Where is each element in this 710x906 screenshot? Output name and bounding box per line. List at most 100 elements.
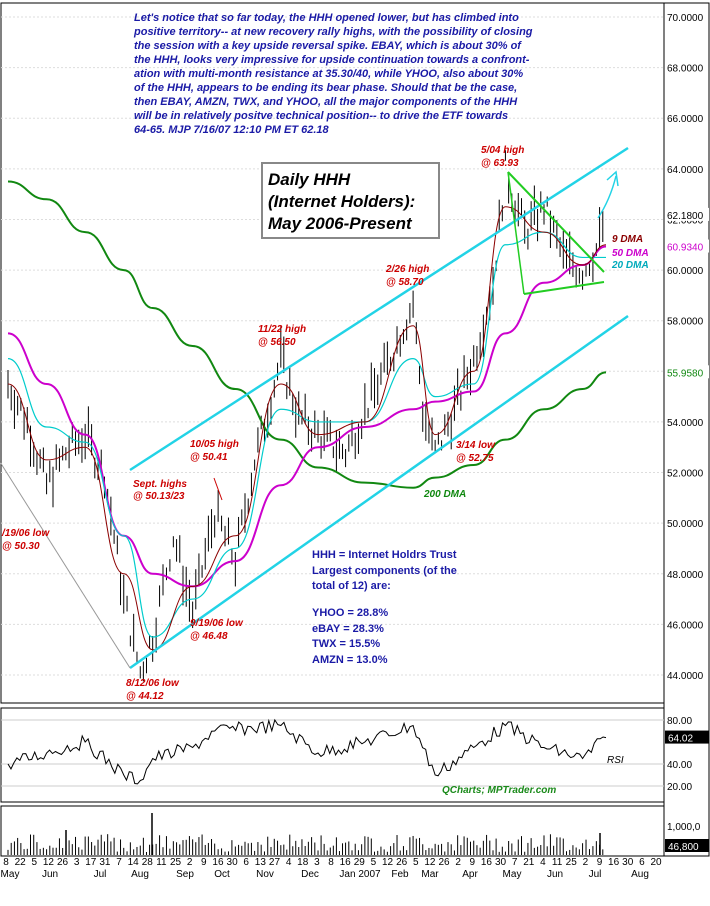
info-line: YHOO = 28.8% [312,607,388,619]
x-day-tick: 30 [227,857,239,868]
volume-bars [7,813,604,855]
x-day-tick: 20 [650,857,662,868]
info-line: total of 12) are: [312,580,391,592]
last-price-label: 60.9340 [667,243,704,254]
x-day-tick: 11 [156,857,167,868]
info-line: TWX = 15.5% [312,638,380,650]
commentary-line: Let's notice that so far today, the HHH … [134,12,519,24]
volume-value-tag [665,839,709,852]
x-day-tick: 16 [608,857,620,868]
price-axis-strip [663,2,710,857]
info-line: eBAY = 28.3% [312,623,384,635]
annotation-pointer [213,477,223,501]
x-day-tick: 7 [512,857,518,868]
x-day-tick: 14 [128,857,140,868]
last-price-tag [665,207,709,221]
dma9-line [7,206,607,651]
price-tick-label: 68.0000 [667,64,704,75]
price-annotations: 5/04 high @ 63.93 2/26 high @ 58.70 11/2… [1,145,524,702]
x-month-label: Feb [391,869,409,880]
price-tick-label: 50.0000 [667,519,704,530]
x-month-label: Sep [176,869,194,880]
annotation-nov-high: 11/22 high [258,324,306,335]
volume-tick-label: 1,000,0 [667,822,701,833]
projection-arrow [597,175,617,219]
x-month-label: Aug [631,869,649,880]
annotation-jun-low: @ 50.30 [2,541,40,552]
rsi-tick-label: 20.00 [667,782,692,793]
price-tick-label: 46.0000 [667,620,704,631]
commentary-line: the session with a key upside reversal s… [134,40,522,52]
price-tick-label: 52.0000 [667,469,704,480]
dma9-label: 9 DMA [612,234,643,245]
x-day-tick: 9 [201,857,207,868]
last-price-tag [665,365,709,379]
x-day-tick: 12 [424,857,436,868]
annotation-may-high: 5/04 high [481,145,524,156]
x-day-tick: 30 [622,857,634,868]
x-month-label: Jul [94,869,107,880]
title-box: Daily HHH (Internet Holders): May 2006-P… [261,162,440,239]
x-day-tick: 6 [639,857,645,868]
commentary-line: of the HHH, appears to be ending its bea… [134,82,517,94]
price-tick-label: 48.0000 [667,570,704,581]
arrow-head-icon [606,170,619,187]
x-day-tick: 25 [566,857,578,868]
x-day-tick: 4 [540,857,546,868]
price-tick-label: 62.0000 [667,215,704,226]
x-day-tick: 11 [552,857,563,868]
annotation-mar-low: 3/14 low [456,440,496,451]
x-day-tick: 30 [495,857,507,868]
title-box-frame [261,162,440,239]
dma20-line [7,231,606,638]
dma50-line [7,245,607,588]
rsi-value-tag [665,730,709,744]
x-day-tick: 16 [481,857,493,868]
x-day-tick: 13 [255,857,267,868]
x-month-label: Dec [301,869,319,880]
x-month-label: Oct [214,869,230,880]
triangle-pattern [507,170,619,295]
x-day-tick: 6 [243,857,249,868]
x-month-label: May [1,869,20,880]
commentary-line: the HHH, looks very impressive for upsid… [134,54,530,66]
dma20-label: 20 DMA [611,260,649,271]
price-tick-label: 64.0000 [667,165,704,176]
x-day-tick: 12 [382,857,394,868]
x-day-tick: 4 [286,857,292,868]
upper-channel-line [129,146,629,472]
rsi-value-label: 64.02 [668,734,693,745]
x-day-tick: 5 [413,857,419,868]
price-tick-label: 70.0000 [667,13,704,24]
annotation-sept-highs: @ 50.13/23 [133,491,185,502]
annotation-aug-low: 8/12/06 low [126,678,180,689]
axes: 70.0000 68.0000 66.0000 64.0000 62.0000 60.00… [1,13,709,880]
triangle-lower [523,281,605,295]
info-line: AMZN = 13.0% [312,654,388,666]
channel-lines [0,146,629,670]
commentary: Let's notice that so far today, the HHH … [133,12,533,136]
last-price-tag [665,239,709,253]
annotation-feb-high: 2/26 high [385,264,429,275]
annotation-sept-highs: Sept. highs [133,479,187,490]
volume-panel [0,805,665,857]
price-tick-label: 60.0000 [667,266,704,277]
annotation-oct-high: 10/05 high [190,439,239,450]
dma50-label: 50 DMA [612,248,649,259]
x-month-label: Jun [547,869,563,880]
x-day-tick: 27 [269,857,281,868]
annotation-mar-low: @ 52.75 [456,453,494,464]
rsi-tick-label: 80.00 [667,716,692,727]
annotation-oct-high: @ 50.41 [190,452,228,463]
volume-value-label: 46,800 [668,842,699,853]
price-tick-label: 58.0000 [667,317,704,328]
dma200-label: 200 DMA [423,489,466,500]
title-line: May 2006-Present [268,214,413,233]
rsi-tick-label: 40.00 [667,760,692,771]
x-month-label: Nov [256,869,274,880]
x-month-label: Mar [421,869,439,880]
rsi-panel [0,707,665,803]
x-day-tick: 5 [371,857,377,868]
lower-channel-line [129,314,629,670]
